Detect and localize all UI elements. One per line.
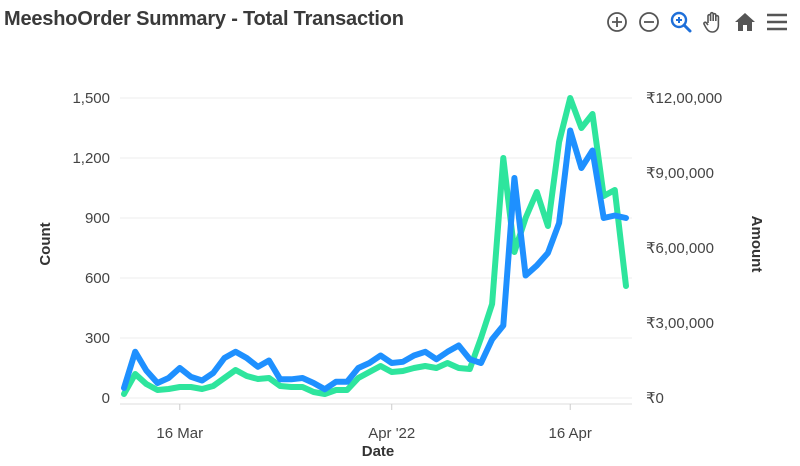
- x-tick-label: 16 Mar: [156, 425, 203, 442]
- x-axis-title: Date: [362, 443, 395, 460]
- y-left-tick-label: 300: [85, 330, 110, 347]
- zoom-out-icon[interactable]: [636, 9, 662, 35]
- home-reset-icon[interactable]: [732, 9, 758, 35]
- y-right-tick-label: ₹12,00,000: [646, 90, 722, 107]
- zoom-selection-icon[interactable]: [668, 9, 694, 35]
- y-right-tick-label: ₹3,00,000: [646, 315, 714, 332]
- y-left-tick-label: 0: [102, 390, 110, 407]
- x-tick-label: 16 Apr: [549, 425, 592, 442]
- pan-hand-icon[interactable]: [700, 9, 726, 35]
- menu-icon[interactable]: [764, 9, 790, 35]
- chart-title: MeeshoOrder Summary - Total Transaction: [4, 8, 404, 31]
- series-line-2: [121, 127, 629, 393]
- brand-name: Meesho: [4, 8, 78, 30]
- y-left-axis-title: Count: [37, 222, 54, 265]
- y-left-tick-label: 1,500: [72, 90, 110, 107]
- page-title: Order Summary - Total Transaction: [77, 8, 404, 30]
- y-left-tick-label: 1,200: [72, 150, 110, 167]
- series-line-1: [121, 95, 629, 397]
- y-right-tick-label: ₹0: [646, 390, 664, 407]
- y-right-axis-title: Amount: [748, 216, 765, 273]
- zoom-in-icon[interactable]: [604, 9, 630, 35]
- chart-toolbar: [604, 9, 790, 35]
- y-right-tick-label: ₹6,00,000: [646, 240, 714, 257]
- y-left-tick-label: 600: [85, 270, 110, 287]
- y-left-tick-label: 900: [85, 210, 110, 227]
- y-right-tick-label: ₹9,00,000: [646, 165, 714, 182]
- x-tick-label: Apr '22: [368, 425, 415, 442]
